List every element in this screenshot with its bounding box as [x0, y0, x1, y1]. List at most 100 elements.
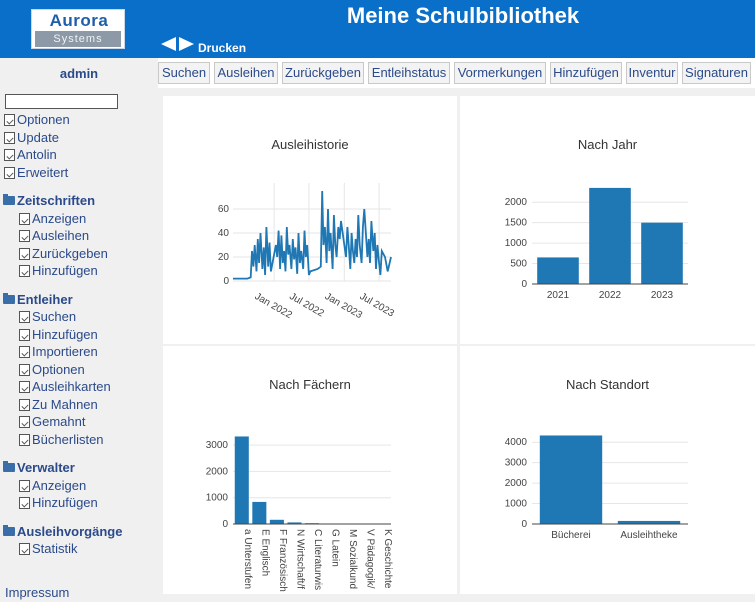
sidebar-item-entleiher-ausleihkarten[interactable]: Ausleihkarten [0, 378, 158, 396]
sidebar-item-entleiher-optionen[interactable]: Optionen [0, 361, 158, 379]
location-bar-chart: 0 1000 2000 3000 4000 Bücherei Ausleihtheke [505, 435, 688, 541]
sidebar-item-label: Zurückgeben [32, 245, 108, 261]
bar [537, 257, 579, 284]
sidebar-item-entleiher-zu-mahnen[interactable]: Zu Mahnen [0, 396, 158, 414]
document-icon [19, 265, 30, 277]
chart-panel-location: Nach Standort 0 1000 2000 3000 4000 Bücherei A… [460, 346, 755, 594]
forward-arrow-icon[interactable] [179, 37, 194, 51]
chart-title: Nach Fächern [269, 377, 351, 392]
document-icon [19, 543, 30, 555]
sidebar-item-entleiher-importieren[interactable]: Importieren [0, 343, 158, 361]
bar [641, 222, 683, 284]
sidebar-item-verwalter-anzeigen[interactable]: Anzeigen [0, 477, 158, 495]
sidebar-section-entleiher[interactable]: Entleiher [0, 291, 158, 309]
sidebar-section-label: Zeitschriften [17, 193, 96, 208]
chart-panel-year: Nach Jahr 0 500 1000 1500 2000 2021 2022 2023 [460, 96, 755, 344]
toolbar-hinzufuegen-button[interactable]: Hinzufügen [550, 62, 622, 84]
sidebar-section-label: Entleiher [17, 291, 73, 307]
sidebar-item-label: Ausleihen [32, 228, 90, 243]
toolbar-suchen-button[interactable]: Suchen [158, 62, 210, 84]
y-tick-label: 60 [218, 204, 230, 215]
folder-icon [3, 194, 15, 205]
sidebar-item-entleiher-hinzufuegen[interactable]: Hinzufügen [0, 326, 158, 344]
sidebar-item-label: Zu Mahnen [32, 396, 98, 412]
chart-title: Nach Standort [565, 377, 650, 392]
aurora-logo[interactable]: Aurora Systems [31, 9, 125, 49]
page-title: Meine Schulbibliothek [346, 3, 580, 28]
sidebar-item-verwalter-hinzufuegen[interactable]: Hinzufügen [0, 494, 158, 512]
sidebar-item-label: Ausleihkarten [32, 379, 111, 394]
sidebar-item-zeitschriften-ausleihen[interactable]: Ausleihen [0, 227, 158, 245]
y-tick-label: 3000 [206, 440, 229, 451]
bar [617, 520, 681, 524]
toolbar-entleihstatus-button[interactable]: Entleihstatus [368, 62, 450, 84]
document-icon [19, 433, 30, 446]
sidebar-section-label: Ausleihvorgänge [17, 523, 123, 539]
document-icon [19, 398, 30, 411]
toolbar-vormerkungen-button[interactable]: Vormerkungen [454, 62, 546, 84]
x-tick-label: a Unterstufen [242, 529, 253, 589]
sidebar-item-ausleihvorgaenge-statistik[interactable]: Statistik [0, 540, 158, 558]
x-tick-label: N Wirtschaft/f [294, 529, 305, 589]
y-tick-label: 20 [218, 252, 230, 263]
menu-spacer [0, 448, 158, 459]
print-link[interactable]: Drucken [198, 41, 247, 55]
sidebar-item-label: Anzeigen [32, 210, 87, 226]
y-tick-label: 1000 [505, 499, 528, 510]
sidebar-item-entleiher-gemahnt[interactable]: Gemahnt [0, 413, 158, 431]
y-tick-label: 500 [510, 259, 527, 270]
document-icon [19, 416, 30, 428]
toolbar-inventur-button[interactable]: Inventur [626, 62, 678, 84]
statistics-dashboard: Ausleihistorie 0 20 40 60 Jan 2022 Jul 2022 Ja… [158, 88, 755, 602]
x-tick-label: Jan 2022 [253, 291, 295, 321]
y-tick-label: 0 [521, 279, 527, 290]
y-tick-label: 1000 [505, 238, 528, 249]
toolbar-ausleihen-button[interactable]: Ausleihen [214, 62, 278, 84]
y-tick-label: 0 [521, 519, 527, 530]
document-icon [19, 479, 30, 492]
sidebar-item-erweitert[interactable]: Erweitert [0, 164, 158, 182]
document-icon [19, 363, 30, 376]
chart-panel-subject: Nach Fächern 0 1000 2000 3000 a Unterstufen E… [163, 346, 457, 594]
sidebar-item-label: Erweitert [17, 164, 69, 180]
sidebar-search-input[interactable] [5, 94, 118, 109]
sidebar: admin Optionen Update Antolin Erweitert Zeit… [0, 58, 158, 602]
sidebar-item-label: Bücherlisten [32, 431, 104, 447]
impressum-link[interactable]: Impressum [5, 585, 70, 600]
x-tick-label: Jul 2023 [358, 291, 397, 320]
y-tick-label: 0 [222, 519, 228, 530]
chart-title: Nach Jahr [577, 137, 638, 152]
toolbar-signaturen-button[interactable]: Signaturen [682, 62, 751, 84]
toolbar-zurueckgeben-button[interactable]: Zurückgeben [282, 62, 364, 84]
sidebar-item-zeitschriften-anzeigen[interactable]: Anzeigen [0, 210, 158, 228]
sidebar-section-verwalter[interactable]: Verwalter [0, 459, 158, 477]
sidebar-item-entleiher-buecherlisten[interactable]: Bücherlisten [0, 431, 158, 449]
sidebar-item-label: Statistik [32, 541, 78, 556]
folder-icon [3, 461, 15, 472]
sidebar-section-ausleihvorgaenge[interactable]: Ausleihvorgänge [0, 523, 158, 541]
x-tick-label: F Französisch [277, 529, 288, 592]
x-tick-label: 2021 [547, 290, 570, 301]
x-tick-label: V Pädagogik/ [365, 529, 376, 589]
year-bar-chart: 0 500 1000 1500 2000 2021 2022 2023 [505, 187, 688, 301]
sidebar-section-zeitschriften[interactable]: Zeitschriften [0, 192, 158, 210]
sidebar-item-antolin[interactable]: Antolin [0, 146, 158, 164]
sidebar-item-entleiher-suchen[interactable]: Suchen [0, 308, 158, 326]
y-tick-label: 2000 [505, 478, 528, 489]
sidebar-item-optionen[interactable]: Optionen [0, 111, 158, 129]
sidebar-item-zeitschriften-hinzufuegen[interactable]: Hinzufügen [0, 262, 158, 280]
sidebar-item-label: Hinzufügen [32, 263, 98, 278]
sidebar-item-zeitschriften-zurueckgeben[interactable]: Zurückgeben [0, 245, 158, 263]
menu-spacer [0, 280, 158, 291]
sidebar-item-update[interactable]: Update [0, 129, 158, 147]
back-arrow-icon[interactable] [161, 37, 176, 51]
history-line [233, 190, 392, 280]
bar [589, 187, 631, 284]
logo-line1: Aurora [49, 11, 109, 30]
y-tick-label: 0 [223, 276, 229, 287]
sidebar-item-label: Optionen [32, 361, 85, 377]
folder-icon [3, 292, 15, 304]
current-user: admin [59, 66, 99, 81]
document-icon [19, 311, 30, 323]
